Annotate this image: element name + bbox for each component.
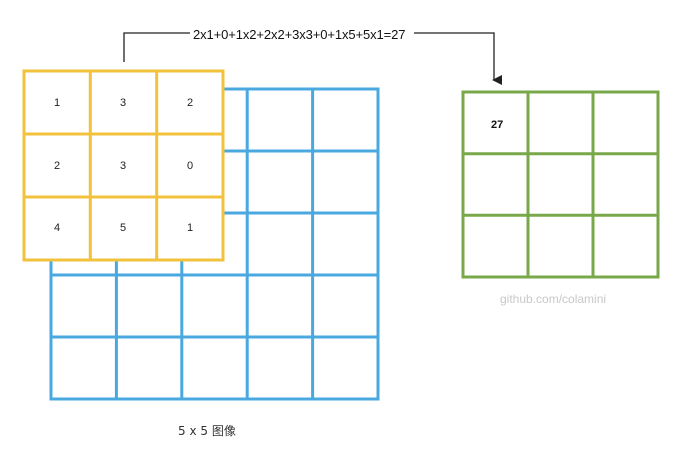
watermark: github.com/colamini — [500, 292, 607, 306]
output-value: 27 — [491, 119, 504, 131]
kernel-cell: 2 — [53, 160, 61, 172]
kernel-cell: 3 — [119, 97, 127, 109]
kernel-cell: 0 — [186, 160, 194, 172]
connector-arrow-tail — [414, 32, 502, 85]
output-grid-border — [461, 90, 660, 279]
output-cell: 27 — [463, 92, 528, 154]
kernel-cell: 5 — [119, 222, 127, 234]
kernel-cell: 1 — [186, 222, 194, 234]
kernel-background — [24, 71, 223, 260]
kernel-cell: 2 — [186, 97, 194, 109]
output-grid — [461, 90, 660, 279]
kernel-cell: 4 — [53, 222, 61, 234]
kernel-grid — [22, 69, 225, 262]
kernel-cell: 3 — [119, 160, 127, 172]
formula-label: 2x1+0+1x2+2x2+3x3+0+1x5+5x1=27 — [193, 27, 406, 42]
image-size-caption: 5 x 5 图像 — [178, 424, 236, 438]
connector-arrow — [123, 32, 190, 62]
kernel-cell: 1 — [53, 97, 61, 109]
kernel-border — [22, 69, 225, 262]
